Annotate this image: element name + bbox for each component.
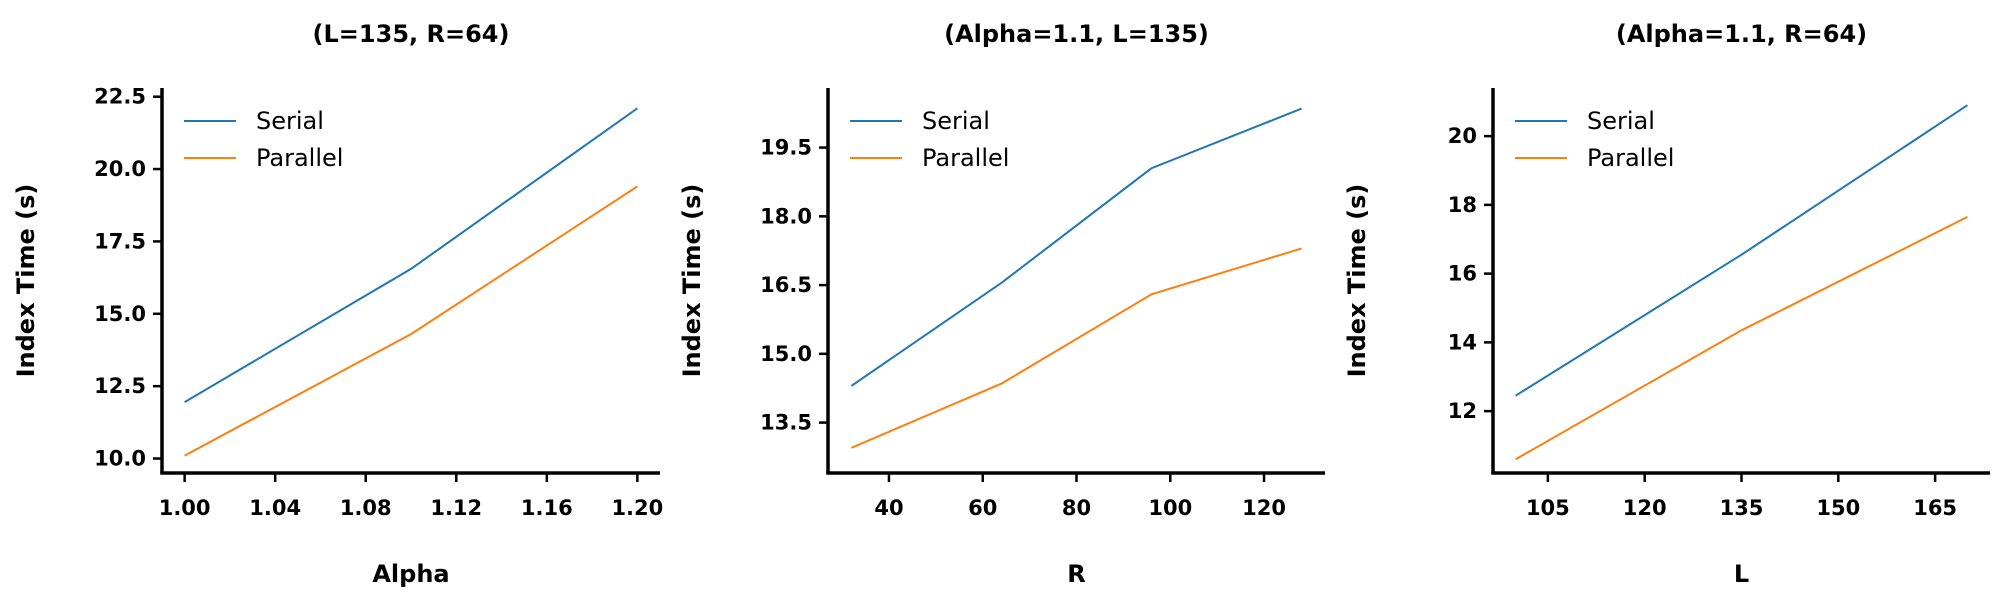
legend-label: Parallel — [1587, 144, 1674, 172]
chart-title: (L=135, R=64) — [313, 20, 510, 48]
y-tick-label: 15.0 — [760, 342, 812, 366]
subplot-2: (Alpha=1.1, L=135) R Index Time (s) 40 60 80 1… — [678, 20, 1325, 588]
y-tick-label: 20 — [1448, 124, 1477, 148]
chart-title: (Alpha=1.1, R=64) — [1616, 20, 1867, 48]
y-tick-label: 16.5 — [760, 273, 812, 297]
x-axis-label: Alpha — [372, 560, 449, 588]
x-tick-label: 1.16 — [521, 496, 573, 520]
legend-label: Serial — [256, 107, 324, 135]
x-tick-label: 100 — [1148, 496, 1192, 520]
series-line-serial — [850, 107, 1302, 387]
x-tick-label: 60 — [968, 496, 997, 520]
x-tick-label: 40 — [874, 496, 903, 520]
x-tick-label: 1.04 — [249, 496, 301, 520]
y-tick-label: 18 — [1448, 193, 1477, 217]
x-tick-label: 80 — [1062, 496, 1091, 520]
x-tick-label: 120 — [1623, 496, 1667, 520]
x-tick-label: 120 — [1242, 496, 1286, 520]
subplot-1: (L=135, R=64) Alpha Index Time (s) 1.00 1.04… — [12, 20, 663, 588]
legend-label: Serial — [1587, 107, 1655, 135]
x-tick-label: 1.20 — [611, 496, 663, 520]
y-axis-label: Index Time (s) — [1343, 184, 1371, 378]
legend: Serial Parallel — [850, 107, 1009, 172]
legend-label: Parallel — [256, 144, 343, 172]
series-line-parallel — [1515, 216, 1968, 461]
y-tick-label: 18.0 — [760, 204, 812, 228]
x-tick-label: 135 — [1720, 496, 1764, 520]
x-tick-label: 150 — [1816, 496, 1860, 520]
y-tick-label: 10.0 — [94, 447, 146, 471]
series-line-parallel — [184, 185, 638, 457]
y-axis-label: Index Time (s) — [12, 184, 40, 378]
y-tick-label: 20.0 — [94, 157, 146, 181]
y-tick-label: 19.5 — [760, 136, 812, 160]
y-tick-label: 15.0 — [94, 302, 146, 326]
y-tick-label: 17.5 — [94, 229, 146, 253]
y-axis-label: Index Time (s) — [678, 184, 706, 378]
x-axis-label: R — [1067, 560, 1085, 588]
y-tick-label: 14 — [1448, 330, 1477, 354]
legend: Serial Parallel — [184, 107, 343, 172]
legend: Serial Parallel — [1515, 107, 1674, 172]
legend-label: Serial — [922, 107, 990, 135]
y-tick-label: 12 — [1448, 399, 1477, 423]
series-line-parallel — [851, 247, 1302, 449]
y-tick-label: 22.5 — [94, 85, 146, 109]
subplot-3: (Alpha=1.1, R=64) L Index Time (s) 105 120 13… — [1343, 20, 1990, 588]
x-tick-label: 105 — [1526, 496, 1570, 520]
x-axis-label: L — [1734, 560, 1749, 588]
x-tick-label: 1.00 — [159, 496, 211, 520]
y-tick-label: 13.5 — [760, 411, 812, 435]
chart-title: (Alpha=1.1, L=135) — [944, 20, 1209, 48]
y-tick-label: 12.5 — [94, 374, 146, 398]
series-line-serial — [184, 107, 638, 403]
legend-label: Parallel — [922, 144, 1009, 172]
x-tick-label: 1.12 — [430, 496, 482, 520]
series-line-serial — [1515, 104, 1968, 397]
x-tick-label: 1.08 — [340, 496, 392, 520]
y-tick-label: 16 — [1448, 262, 1477, 286]
x-tick-label: 165 — [1913, 496, 1957, 520]
